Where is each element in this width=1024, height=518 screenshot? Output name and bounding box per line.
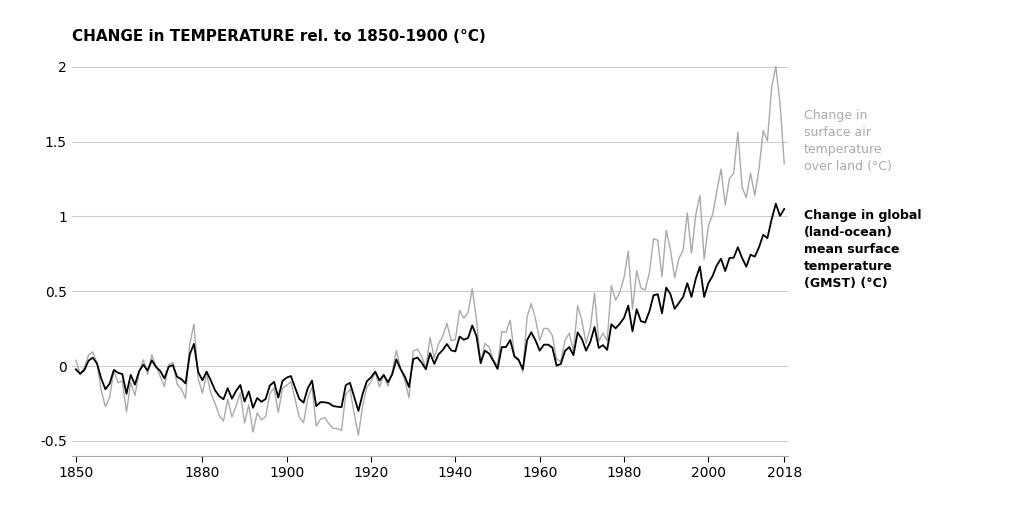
Text: Change in
surface air
temperature
over land (°C): Change in surface air temperature over l…	[804, 109, 892, 172]
Text: Change in global
(land-ocean)
mean surface
temperature
(GMST) (°C): Change in global (land-ocean) mean surfa…	[804, 209, 922, 290]
Text: CHANGE in TEMPERATURE rel. to 1850-1900 (°C): CHANGE in TEMPERATURE rel. to 1850-1900 …	[72, 28, 485, 44]
